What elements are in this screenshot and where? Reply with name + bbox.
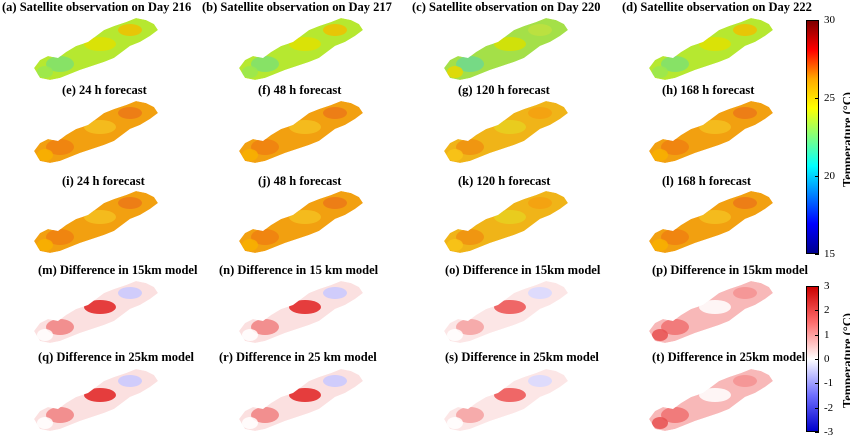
temperature-map [235, 16, 365, 84]
colorbar-tick-label: 0 [824, 354, 830, 365]
colorbar-tick-mark [815, 383, 819, 384]
colorbar-tick-label: -1 [824, 378, 833, 389]
colorbar-tick-label: 15 [824, 249, 835, 260]
colorbar-tick-mark [815, 310, 819, 311]
colorbar-tick-mark [815, 98, 819, 99]
colorbar-tick-mark [815, 254, 819, 255]
panel-title: (a) Satellite observation on Day 216 [2, 0, 191, 14]
difference-map [235, 279, 365, 347]
temperature-map [440, 99, 570, 167]
temperature-map [440, 16, 570, 84]
colorbar-tick-mark [815, 286, 819, 287]
colorbar-tick-mark [815, 359, 819, 360]
panel-title: (b) Satellite observation on Day 217 [202, 0, 392, 14]
temperature-map [645, 99, 775, 167]
colorbar-tick-label: -2 [824, 403, 833, 414]
panel-title: (l) 168 h forecast [662, 174, 751, 188]
colorbar-tick-label: 25 [824, 93, 835, 104]
difference-map [30, 367, 160, 435]
panel-title: (q) Difference in 25km model [38, 350, 194, 364]
panel-title: (c) Satellite observation on Day 220 [412, 0, 601, 14]
difference-map [30, 279, 160, 347]
panel-title: (d) Satellite observation on Day 222 [622, 0, 812, 14]
difference-map [440, 367, 570, 435]
difference-map [645, 279, 775, 347]
temperature-map [235, 99, 365, 167]
colorbar-tick-label: 3 [824, 281, 830, 292]
temperature-map [235, 189, 365, 257]
panel-title: (i) 24 h forecast [62, 174, 145, 188]
panel-title: (n) Difference in 15 km model [219, 263, 378, 277]
colorbar-tick-label: 2 [824, 305, 830, 316]
temperature-map [440, 189, 570, 257]
colorbar-tick-mark [815, 432, 819, 433]
temperature-map [30, 189, 160, 257]
temperature-map [30, 99, 160, 167]
difference-map [440, 279, 570, 347]
difference-colorbar-label: Temperature (°C) [841, 306, 850, 416]
temperature-map [645, 16, 775, 84]
difference-map [645, 367, 775, 435]
panel-title: (j) 48 h forecast [258, 174, 341, 188]
panel-title: (e) 24 h forecast [62, 83, 147, 97]
colorbar-tick-label: 20 [824, 171, 835, 182]
panel-title: (r) Difference in 25 km model [219, 350, 377, 364]
colorbar-tick-mark [815, 335, 819, 336]
temperature-colorbar [806, 20, 819, 254]
panel-title: (o) Difference in 15km model [445, 263, 600, 277]
colorbar-tick-mark [815, 408, 819, 409]
panel-title: (k) 120 h forecast [458, 174, 550, 188]
panel-title: (h) 168 h forecast [662, 83, 754, 97]
colorbar-tick-label: 1 [824, 330, 830, 341]
panel-title: (p) Difference in 15km model [652, 263, 808, 277]
temperature-colorbar-label: Temperature (°C) [841, 85, 850, 195]
panel-title: (g) 120 h forecast [458, 83, 550, 97]
colorbar-tick-mark [815, 176, 819, 177]
colorbar-tick-label: 30 [824, 15, 835, 26]
colorbar-tick-mark [815, 20, 819, 21]
temperature-map [30, 16, 160, 84]
panel-title: (m) Difference in 15km model [38, 263, 197, 277]
panel-title: (s) Difference in 25km model [445, 350, 599, 364]
difference-map [235, 367, 365, 435]
panel-title: (f) 48 h forecast [258, 83, 341, 97]
colorbar-tick-label: -3 [824, 427, 833, 438]
temperature-map [645, 189, 775, 257]
panel-title: (t) Difference in 25km model [652, 350, 805, 364]
